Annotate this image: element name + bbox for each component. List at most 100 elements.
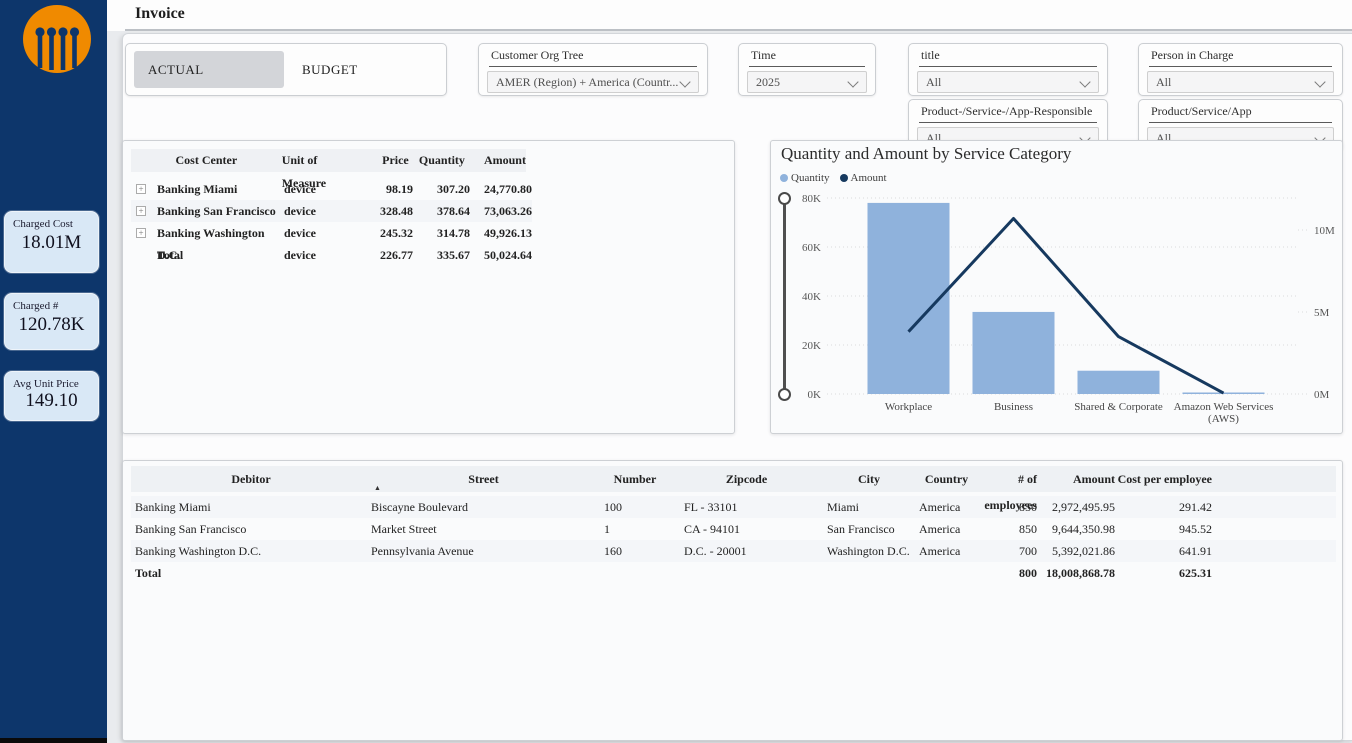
chart-title: Quantity and Amount by Service Category bbox=[781, 144, 1072, 163]
column-header-price[interactable]: Price bbox=[382, 153, 409, 167]
column-header-quantity[interactable]: Quantity bbox=[418, 153, 465, 167]
cell-street: Pennsylvania Avenue bbox=[371, 544, 474, 558]
table-total-row: Total 800 18,008,868.78 625.31 bbox=[131, 562, 1336, 584]
filter-label: Product-/Service-/App-Responsible bbox=[921, 104, 1093, 118]
cell-cost-per-employee: 625.31 bbox=[1179, 566, 1212, 580]
cell-amount: 9,644,350.98 bbox=[1052, 522, 1115, 536]
column-header-city[interactable]: City bbox=[858, 472, 880, 486]
svg-text:40K: 40K bbox=[802, 291, 821, 303]
select-value: 2025 bbox=[756, 75, 780, 89]
cell-amount: 18,008,868.78 bbox=[1046, 566, 1115, 580]
column-header-employees[interactable]: # of employees bbox=[984, 472, 1037, 512]
cell-zipcode: D.C. - 20001 bbox=[684, 544, 747, 558]
kpi-value: 120.78K bbox=[18, 314, 85, 335]
kpi-card-charged-count: Charged # 120.78K bbox=[4, 293, 99, 350]
cell-quantity: 314.78 bbox=[437, 226, 470, 240]
cell-number: 160 bbox=[604, 544, 622, 558]
cost-center-table-panel: Cost Center Unit of Measure Price Quanti… bbox=[122, 140, 735, 434]
cell-cost-per-employee: 641.91 bbox=[1179, 544, 1212, 558]
expand-icon[interactable]: + bbox=[136, 184, 146, 194]
filter-label: Person in Charge bbox=[1151, 48, 1234, 62]
cell-price: 245.32 bbox=[380, 226, 413, 240]
column-header-country[interactable]: Country bbox=[924, 472, 969, 486]
title-select[interactable]: All bbox=[917, 71, 1099, 93]
cell-quantity: 378.64 bbox=[437, 204, 470, 218]
legend-item-amount[interactable]: Amount bbox=[839, 172, 887, 184]
legend-item-quantity[interactable]: Quantity bbox=[780, 172, 830, 184]
filter-underline bbox=[489, 66, 697, 67]
column-header-amount[interactable]: Amount bbox=[483, 153, 526, 167]
axis-zoom-slider-handle-top[interactable] bbox=[778, 192, 791, 205]
filter-customer-org-tree: Customer Org Tree AMER (Region) + Americ… bbox=[478, 43, 708, 96]
cell-cost-center: Total bbox=[157, 248, 184, 262]
cost-center-table: Cost Center Unit of Measure Price Quanti… bbox=[131, 149, 532, 266]
cell-quantity: 335.67 bbox=[437, 248, 470, 262]
expand-icon[interactable]: + bbox=[136, 228, 146, 238]
table-total-row: Total device 226.77 335.67 50,024.64 bbox=[131, 244, 532, 266]
sort-ascending-icon[interactable]: ▲ bbox=[374, 484, 381, 492]
kpi-card-charged-cost: Charged Cost 18.01M bbox=[4, 211, 99, 273]
column-header-unit-of-measure[interactable]: Unit of Measure bbox=[281, 153, 327, 190]
customer-org-tree-select[interactable]: AMER (Region) + America (Countr... bbox=[487, 71, 699, 93]
column-header-cost-per-employee[interactable]: Cost per employee bbox=[1117, 472, 1212, 486]
legend-dot-icon bbox=[780, 174, 788, 182]
cell-unit: device bbox=[284, 226, 316, 240]
filter-underline bbox=[749, 66, 865, 67]
legend-label: Amount bbox=[850, 172, 887, 184]
kpi-label: Charged Cost bbox=[13, 218, 73, 230]
cell-employees: 850 bbox=[1019, 500, 1037, 514]
column-header-street[interactable]: Street ▲ bbox=[371, 466, 596, 492]
table-row: Banking Miami Biscayne Boulevard 100 FL … bbox=[131, 496, 1336, 518]
person-in-charge-select[interactable]: All bbox=[1147, 71, 1334, 93]
filter-label: Time bbox=[751, 48, 776, 62]
column-header-debitor[interactable]: Debitor bbox=[231, 472, 271, 486]
table-row: + Banking San Francisco device 328.48 378… bbox=[131, 200, 532, 222]
debitor-table-panel: Debitor Street ▲ Number Zipcode City Coun… bbox=[122, 460, 1343, 741]
axis-zoom-slider-handle-bottom[interactable] bbox=[778, 388, 791, 401]
filter-label: Product/Service/App bbox=[1151, 104, 1252, 118]
cell-debitor: Total bbox=[135, 566, 162, 580]
cell-cost-center: Banking Miami bbox=[157, 182, 238, 196]
legend-dot-icon bbox=[839, 174, 848, 182]
svg-text:0M: 0M bbox=[1314, 389, 1330, 401]
expand-icon[interactable]: + bbox=[136, 206, 146, 216]
actual-button[interactable]: ACTUAL bbox=[134, 51, 284, 88]
cell-city: Washington D.C. bbox=[827, 544, 910, 558]
cell-number: 100 bbox=[604, 500, 622, 514]
legend-label: Quantity bbox=[791, 172, 830, 184]
filter-underline bbox=[1149, 122, 1332, 123]
combo-chart[interactable]: 0K 20K 40K 60K 80K 0M 5M 10M Workplace Business Sh… bbox=[771, 141, 1344, 435]
column-header-zipcode[interactable]: Zipcode bbox=[725, 472, 768, 486]
cell-employees: 700 bbox=[1019, 544, 1037, 558]
debitor-table: Debitor Street ▲ Number Zipcode City Coun… bbox=[131, 466, 1336, 584]
chevron-down-icon bbox=[1314, 76, 1326, 88]
column-header-cost-center[interactable]: Cost Center bbox=[175, 153, 238, 167]
cell-amount: 5,392,021.86 bbox=[1052, 544, 1115, 558]
filter-time: Time 2025 bbox=[738, 43, 876, 96]
table-row: Banking San Francisco Market Street 1 CA… bbox=[131, 518, 1336, 540]
table-row: + Banking Washington D.C. device 245.32 3… bbox=[131, 222, 532, 262]
column-header-number[interactable]: Number bbox=[613, 472, 657, 486]
filter-label: Customer Org Tree bbox=[491, 48, 584, 62]
select-value: All bbox=[926, 75, 942, 89]
select-value: All bbox=[1156, 75, 1172, 89]
filter-person-in-charge: Person in Charge All bbox=[1138, 43, 1343, 96]
header-divider bbox=[125, 29, 1352, 31]
page-title: Invoice bbox=[135, 5, 185, 22]
time-select[interactable]: 2025 bbox=[747, 71, 867, 93]
cell-cost-per-employee: 291.42 bbox=[1179, 500, 1212, 514]
chart-panel: Quantity and Amount by Service Category … bbox=[770, 140, 1343, 434]
cell-zipcode: CA - 94101 bbox=[684, 522, 741, 536]
budget-button[interactable]: BUDGET bbox=[302, 62, 358, 77]
cell-number: 1 bbox=[604, 522, 610, 536]
cell-price: 226.77 bbox=[380, 248, 413, 262]
column-header-amount[interactable]: Amount bbox=[1072, 472, 1115, 486]
cell-employees: 800 bbox=[1019, 566, 1037, 580]
filter-underline bbox=[1149, 66, 1332, 67]
cell-cost-center: Banking San Francisco bbox=[157, 204, 276, 218]
cell-employees: 850 bbox=[1019, 522, 1037, 536]
sidebar-bottom-strip bbox=[0, 738, 107, 743]
svg-text:Business: Business bbox=[994, 401, 1033, 413]
cell-unit: device bbox=[284, 204, 316, 218]
svg-text:Amazon Web Services(AWS): Amazon Web Services (AWS) bbox=[1174, 401, 1274, 425]
